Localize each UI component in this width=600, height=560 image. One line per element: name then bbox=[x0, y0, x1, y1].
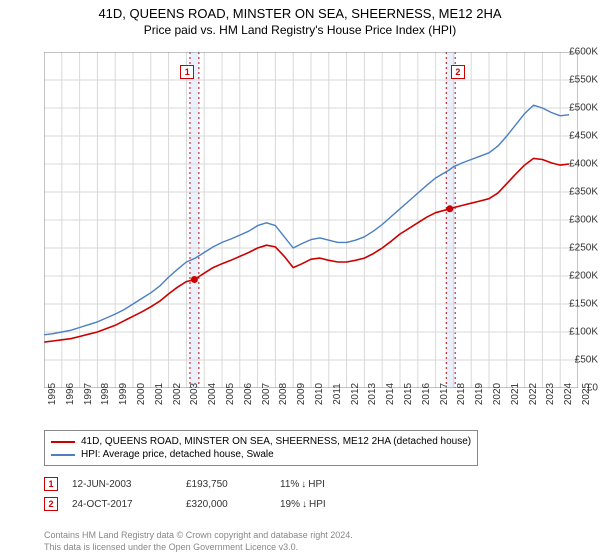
x-tick-label: 2010 bbox=[314, 383, 325, 405]
diff-pct: 19% bbox=[280, 499, 300, 510]
x-tick-label: 2013 bbox=[367, 383, 378, 405]
x-tick-label: 2017 bbox=[439, 383, 450, 405]
x-tick-label: 1999 bbox=[118, 383, 129, 405]
down-arrow-icon: ↓ bbox=[301, 479, 306, 490]
x-tick-label: 1997 bbox=[83, 383, 94, 405]
x-tick-label: 2022 bbox=[528, 383, 539, 405]
x-tick-label: 2019 bbox=[474, 383, 485, 405]
transaction-marker: 1 bbox=[180, 65, 194, 79]
x-tick-label: 2005 bbox=[225, 383, 236, 405]
x-tick-label: 2020 bbox=[492, 383, 503, 405]
x-tick-label: 2018 bbox=[456, 383, 467, 405]
legend-label: HPI: Average price, detached house, Swal… bbox=[81, 449, 274, 460]
x-tick-label: 2000 bbox=[136, 383, 147, 405]
chart-plot bbox=[44, 52, 578, 388]
legend-row: HPI: Average price, detached house, Swal… bbox=[51, 448, 471, 461]
y-tick-label: £400K bbox=[558, 159, 598, 170]
y-tick-label: £450K bbox=[558, 131, 598, 142]
diff-vs: HPI bbox=[309, 499, 326, 510]
transaction-index: 1 bbox=[44, 477, 58, 491]
transaction-row: 2 24-OCT-2017 £320,000 19%↓HPI bbox=[44, 494, 326, 514]
y-tick-label: £200K bbox=[558, 271, 598, 282]
x-tick-label: 2024 bbox=[563, 383, 574, 405]
x-tick-label: 2012 bbox=[350, 383, 361, 405]
x-tick-label: 2009 bbox=[296, 383, 307, 405]
diff-vs: HPI bbox=[308, 479, 325, 490]
diff-pct: 11% bbox=[280, 479, 299, 490]
chart-subtitle: Price paid vs. HM Land Registry's House … bbox=[0, 21, 600, 37]
y-tick-label: £100K bbox=[558, 327, 598, 338]
x-tick-label: 2014 bbox=[385, 383, 396, 405]
x-tick-label: 2021 bbox=[510, 383, 521, 405]
x-tick-label: 2023 bbox=[545, 383, 556, 405]
chart-title: 41D, QUEENS ROAD, MINSTER ON SEA, SHEERN… bbox=[0, 0, 600, 21]
y-tick-label: £50K bbox=[558, 355, 598, 366]
transaction-diff: 11%↓HPI bbox=[280, 479, 325, 490]
x-tick-label: 2016 bbox=[421, 383, 432, 405]
transaction-date: 24-OCT-2017 bbox=[72, 499, 172, 510]
y-tick-label: £150K bbox=[558, 299, 598, 310]
legend: 41D, QUEENS ROAD, MINSTER ON SEA, SHEERN… bbox=[44, 430, 478, 466]
legend-label: 41D, QUEENS ROAD, MINSTER ON SEA, SHEERN… bbox=[81, 436, 471, 447]
transaction-table: 1 12-JUN-2003 £193,750 11%↓HPI 2 24-OCT-2017 £… bbox=[44, 474, 326, 514]
legend-swatch bbox=[51, 454, 75, 456]
x-tick-label: 2007 bbox=[261, 383, 272, 405]
x-tick-label: 1998 bbox=[100, 383, 111, 405]
x-tick-label: 1995 bbox=[47, 383, 58, 405]
transaction-diff: 19%↓HPI bbox=[280, 499, 326, 510]
y-tick-label: £600K bbox=[558, 47, 598, 58]
x-tick-label: 1996 bbox=[65, 383, 76, 405]
x-tick-label: 2002 bbox=[172, 383, 183, 405]
y-tick-label: £350K bbox=[558, 187, 598, 198]
x-tick-label: 2008 bbox=[278, 383, 289, 405]
x-tick-label: 2004 bbox=[207, 383, 218, 405]
footer-line-2: This data is licensed under the Open Gov… bbox=[44, 542, 298, 552]
transaction-date: 12-JUN-2003 bbox=[72, 479, 172, 490]
transaction-row: 1 12-JUN-2003 £193,750 11%↓HPI bbox=[44, 474, 326, 494]
x-tick-label: 2011 bbox=[332, 383, 343, 405]
y-tick-label: £300K bbox=[558, 215, 598, 226]
transaction-price: £320,000 bbox=[186, 499, 266, 510]
legend-row: 41D, QUEENS ROAD, MINSTER ON SEA, SHEERN… bbox=[51, 435, 471, 448]
legend-swatch bbox=[51, 441, 75, 443]
y-tick-label: £550K bbox=[558, 75, 598, 86]
x-tick-label: 2025 bbox=[581, 383, 592, 405]
transaction-index: 2 bbox=[44, 497, 58, 511]
y-tick-label: £250K bbox=[558, 243, 598, 254]
transaction-marker: 2 bbox=[451, 65, 465, 79]
down-arrow-icon: ↓ bbox=[302, 499, 307, 510]
x-tick-label: 2001 bbox=[154, 383, 165, 405]
footer-line-1: Contains HM Land Registry data © Crown c… bbox=[44, 530, 353, 540]
transaction-price: £193,750 bbox=[186, 479, 266, 490]
x-tick-label: 2003 bbox=[189, 383, 200, 405]
x-tick-label: 2006 bbox=[243, 383, 254, 405]
y-tick-label: £500K bbox=[558, 103, 598, 114]
x-tick-label: 2015 bbox=[403, 383, 414, 405]
